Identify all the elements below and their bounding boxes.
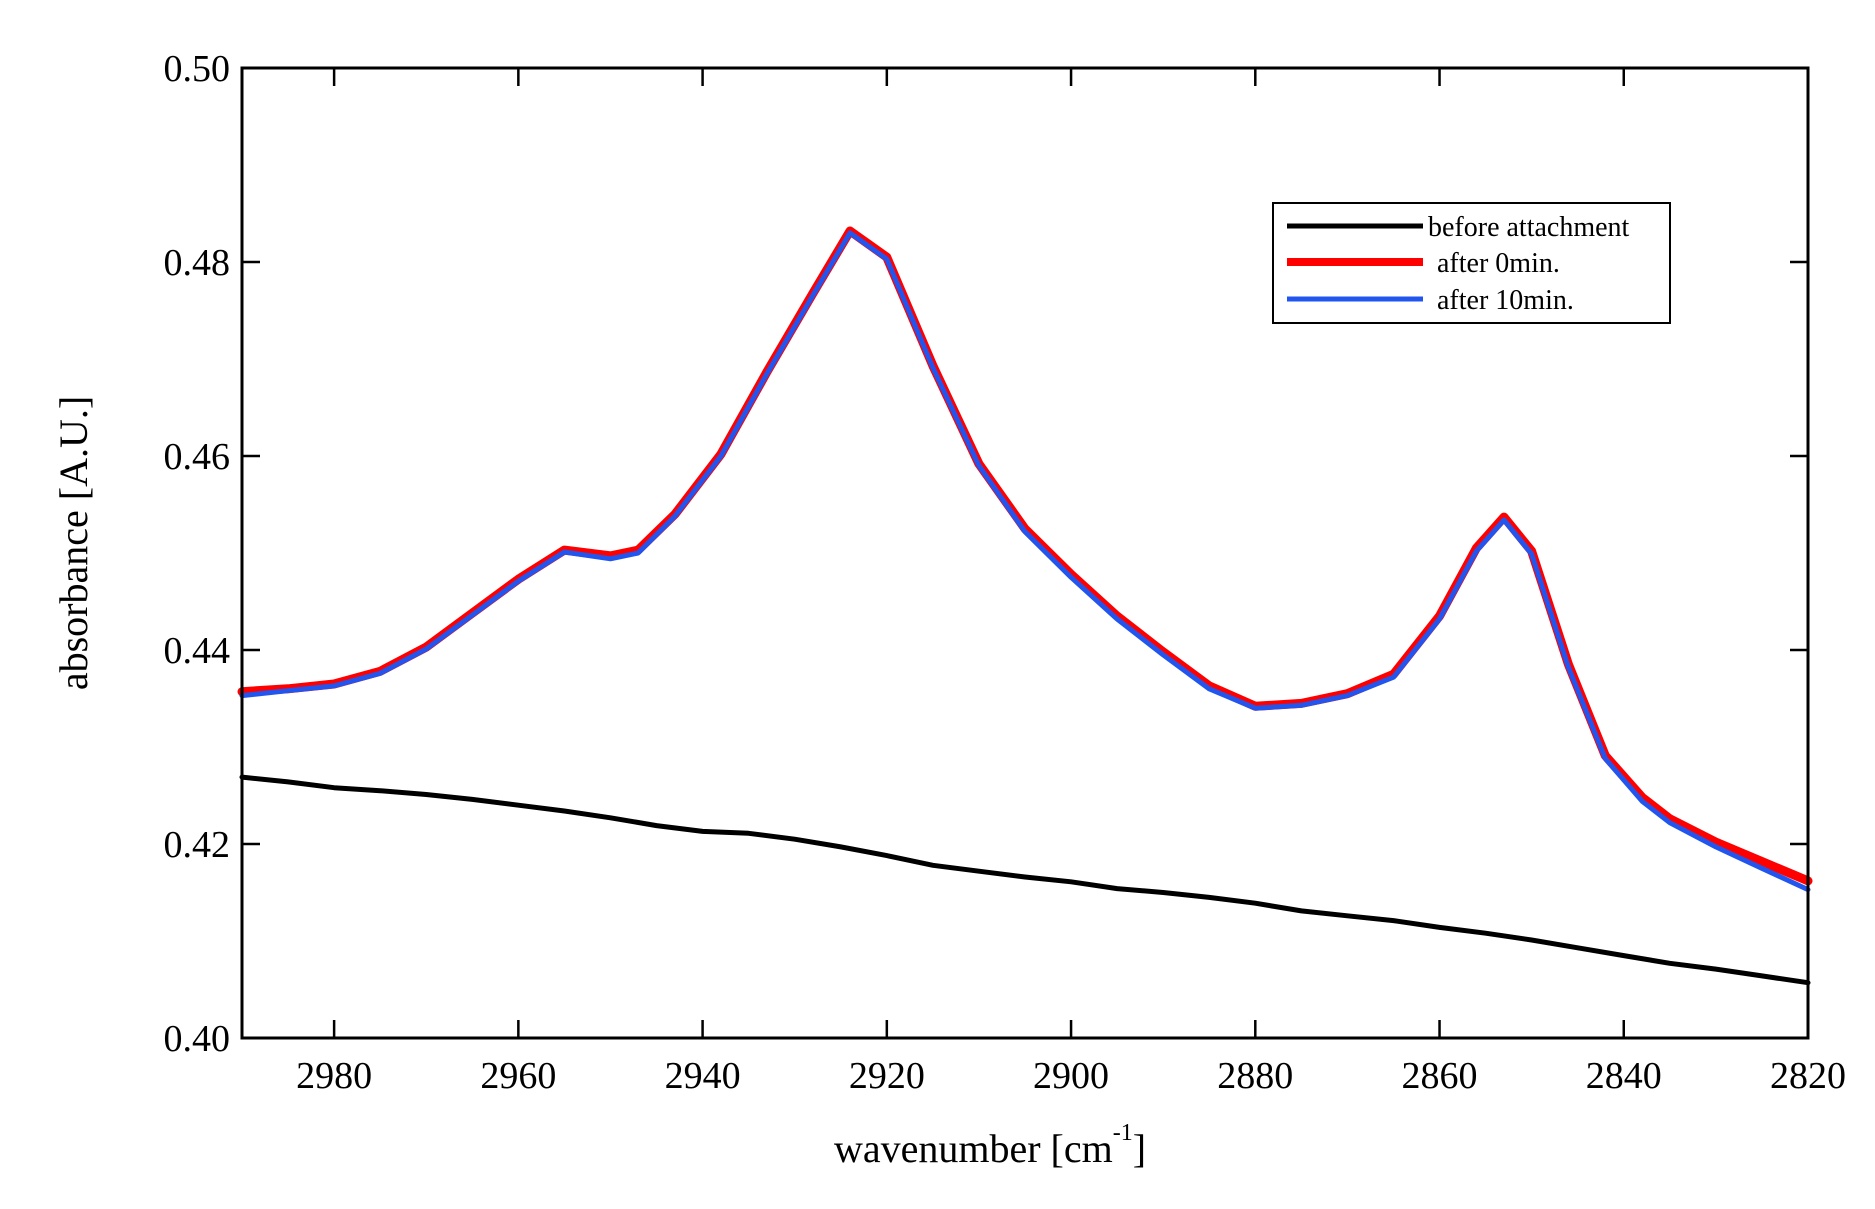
x-axis-label-superscript: -1 — [1113, 1120, 1133, 1146]
series-layer — [237, 226, 1813, 986]
legend: before attachment after 0min. after 10mi… — [1272, 202, 1671, 324]
x-axis-label: wavenumber [cm-1] — [834, 1120, 1146, 1171]
y-tick-label: 0.48 — [164, 242, 231, 284]
x-tick-label: 2880 — [1217, 1055, 1293, 1097]
plot-frame — [240, 66, 1810, 1040]
series-line-before-attachment — [239, 774, 1811, 986]
y-tick-label: 0.50 — [164, 48, 231, 90]
tick-layer: 2980 2960 2940 2920 2900 2880 2860 2840 2820 0.40… — [164, 48, 1847, 1097]
y-tick-label: 0.40 — [164, 1018, 231, 1060]
x-tick-label: 2920 — [849, 1055, 925, 1097]
x-tick-label: 2980 — [296, 1055, 372, 1097]
y-tick-label: 0.42 — [164, 824, 231, 866]
x-axis-label-suffix: ] — [1133, 1126, 1146, 1171]
x-tick-label: 2860 — [1402, 1055, 1478, 1097]
y-tick-label: 0.46 — [164, 436, 231, 478]
y-axis-label: absorbance [A.U.] — [51, 396, 96, 690]
x-axis-label-main: wavenumber [cm — [834, 1126, 1113, 1171]
x-tick-label: 2820 — [1770, 1055, 1846, 1097]
legend-label-after-10min: after 10min. — [1437, 285, 1574, 316]
x-tick-label: 2900 — [1033, 1055, 1109, 1097]
series-line-after-10min — [239, 230, 1811, 893]
legend-label-before-attachment: before attachment — [1428, 212, 1630, 243]
x-tick-label: 2960 — [480, 1055, 556, 1097]
y-tick-label: 0.44 — [164, 630, 231, 672]
x-tick-label: 2940 — [665, 1055, 741, 1097]
x-tick-label: 2840 — [1586, 1055, 1662, 1097]
legend-label-after-0min: after 0min. — [1437, 248, 1560, 279]
